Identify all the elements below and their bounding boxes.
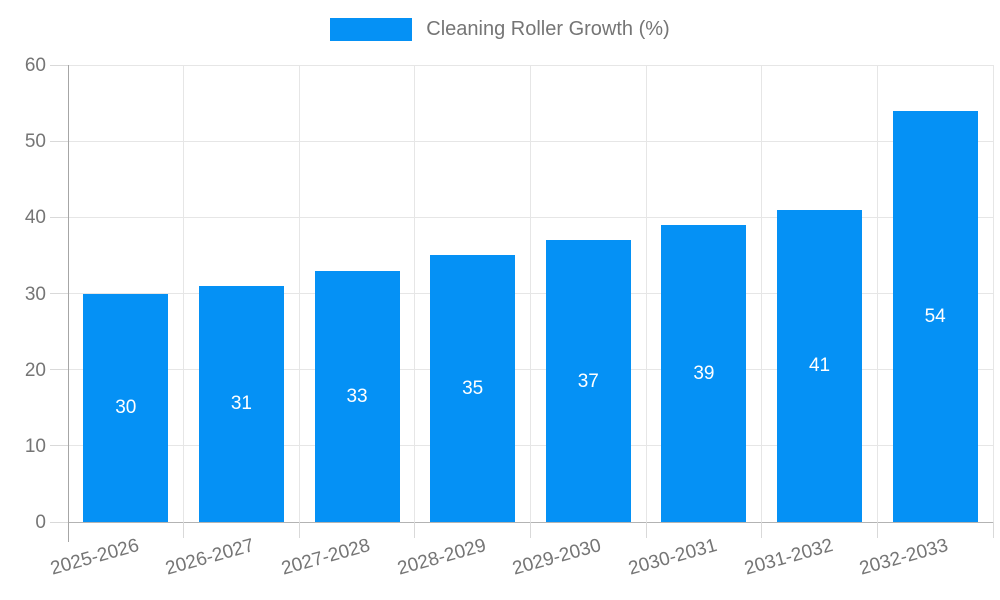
vertical-gridline xyxy=(414,65,416,522)
bar[interactable]: 39 xyxy=(661,224,747,522)
vertical-gridline xyxy=(183,65,185,522)
y-tick-label: 10 xyxy=(24,435,46,457)
vertical-gridline xyxy=(761,65,763,522)
vertical-gridline xyxy=(298,65,300,522)
legend-label: Cleaning Roller Growth (%) xyxy=(426,18,670,40)
bar-value-label: 30 xyxy=(115,397,137,419)
bar-value-label: 33 xyxy=(346,385,368,407)
y-tick-label: 0 xyxy=(35,512,46,533)
x-tick-mark xyxy=(530,522,531,538)
x-tick-mark xyxy=(183,522,185,538)
y-tick-mark xyxy=(50,140,68,142)
y-tick-label: 50 xyxy=(24,131,46,153)
vertical-gridline xyxy=(992,65,994,522)
y-tick-mark xyxy=(50,64,68,66)
bar-value-label: 39 xyxy=(693,362,715,384)
y-tick-mark xyxy=(50,293,68,294)
bar[interactable]: 37 xyxy=(545,240,631,522)
x-tick-mark xyxy=(645,522,647,538)
bar[interactable]: 35 xyxy=(430,255,516,522)
bar-value-label: 35 xyxy=(462,378,484,400)
x-tick-mark xyxy=(414,522,416,538)
y-tick-label: 30 xyxy=(24,283,46,305)
y-tick-mark xyxy=(50,445,68,447)
bar-value-label: 31 xyxy=(230,393,252,415)
vertical-gridline xyxy=(645,65,647,522)
x-tick-mark xyxy=(992,522,994,538)
bar[interactable]: 41 xyxy=(777,209,863,522)
chart-legend: Cleaning Roller Growth (%) xyxy=(0,18,1000,41)
y-tick-mark xyxy=(50,521,68,523)
y-tick-mark xyxy=(50,216,68,218)
bar[interactable]: 33 xyxy=(314,270,400,522)
vertical-gridline xyxy=(876,65,878,522)
bar-value-label: 37 xyxy=(577,370,599,392)
bar[interactable]: 54 xyxy=(892,110,978,522)
x-tick-mark xyxy=(761,522,763,538)
y-tick-mark xyxy=(50,369,68,371)
y-tick-label: 60 xyxy=(24,55,46,76)
y-axis-line xyxy=(67,65,69,542)
y-tick-label: 20 xyxy=(24,359,46,381)
x-tick-mark xyxy=(298,522,300,538)
x-tick-mark xyxy=(876,522,878,538)
bar[interactable]: 31 xyxy=(198,285,284,522)
vertical-gridline xyxy=(530,65,531,522)
bar-value-label: 41 xyxy=(808,355,831,377)
bar[interactable]: 30 xyxy=(83,293,169,522)
legend-swatch xyxy=(330,18,413,41)
bar-value-label: 54 xyxy=(924,305,946,327)
y-tick-label: 40 xyxy=(24,207,46,229)
